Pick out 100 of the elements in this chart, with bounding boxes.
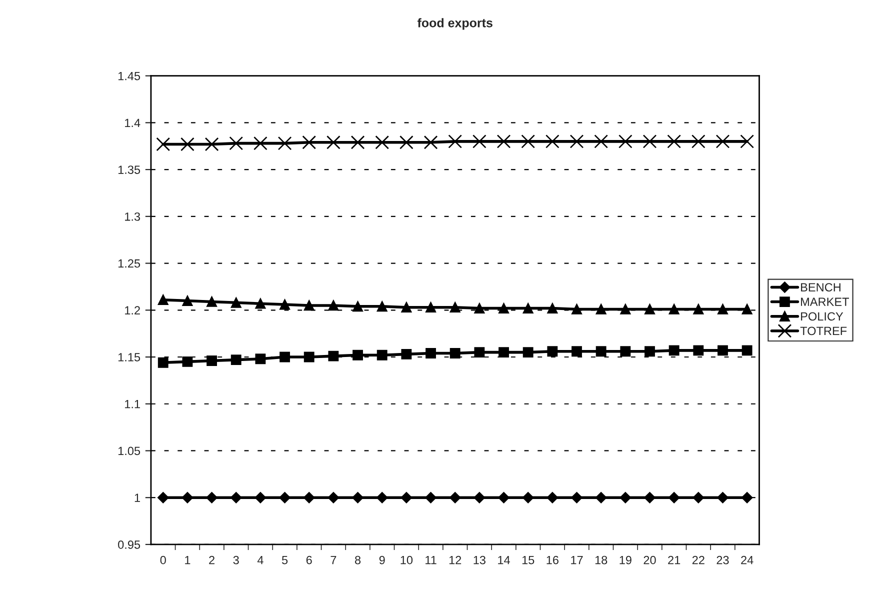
x-tick-label: 13: [474, 556, 486, 564]
point: [182, 492, 194, 504]
point: [182, 356, 193, 367]
point: [572, 346, 582, 357]
point: [280, 352, 290, 362]
point: [279, 492, 290, 504]
point: [620, 492, 632, 504]
x-tick-label: 19: [620, 556, 632, 564]
point: [158, 294, 168, 306]
point: [521, 134, 536, 148]
point: [474, 303, 485, 314]
chart-title: food exports: [417, 18, 492, 30]
point: [496, 134, 511, 148]
x-tick-label: 7: [330, 556, 336, 564]
point: [328, 300, 339, 311]
point: [644, 492, 656, 504]
legend-label: POLICY: [801, 312, 844, 321]
point: [376, 301, 388, 312]
point: [180, 137, 194, 152]
point: [498, 303, 509, 314]
x-tick-label: 24: [741, 556, 754, 564]
point: [570, 134, 584, 148]
point: [375, 135, 390, 150]
point: [594, 134, 608, 148]
point: [691, 134, 706, 148]
y-tick-label: 1.25: [118, 259, 140, 268]
point: [644, 304, 655, 314]
point: [280, 299, 290, 310]
point: [156, 137, 170, 152]
y-tick-label: 1.45: [118, 72, 140, 80]
point: [328, 350, 339, 362]
x-tick-label: 9: [379, 556, 385, 564]
point: [255, 298, 266, 309]
point: [741, 492, 753, 504]
y-tick-label: 1.4: [125, 118, 140, 127]
y-tick-label: 1.35: [118, 166, 140, 174]
y-tick-label: 0.95: [118, 540, 140, 549]
x-tick-label: 22: [692, 556, 704, 564]
point: [352, 492, 364, 504]
point: [326, 135, 340, 150]
point: [376, 350, 388, 360]
point: [667, 134, 682, 148]
point: [304, 352, 314, 362]
point: [522, 492, 534, 504]
point: [596, 346, 606, 357]
point: [425, 492, 436, 504]
point: [426, 348, 436, 358]
point: [620, 304, 631, 314]
x-tick-label: 10: [400, 556, 413, 564]
point: [644, 346, 655, 357]
legend-label: BENCH: [801, 283, 840, 292]
point: [498, 347, 509, 358]
point: [692, 492, 704, 504]
point: [230, 492, 242, 504]
point: [229, 136, 244, 150]
point: [742, 304, 752, 314]
point: [571, 492, 582, 504]
point: [230, 297, 242, 308]
point: [230, 354, 242, 366]
x-tick-label: 21: [668, 556, 680, 564]
point: [302, 135, 316, 150]
point: [474, 492, 486, 504]
point: [350, 135, 365, 150]
point: [546, 492, 558, 504]
x-tick-label: 15: [522, 556, 534, 564]
point: [304, 300, 314, 311]
x-tick-label: 17: [571, 556, 583, 564]
point: [304, 492, 315, 504]
point: [547, 346, 558, 357]
x-tick-label: 5: [282, 556, 288, 564]
point: [352, 350, 363, 360]
point: [401, 302, 412, 313]
point: [740, 134, 754, 148]
point: [449, 492, 461, 504]
point: [474, 347, 485, 358]
x-tick-label: 0: [160, 556, 166, 564]
point: [642, 134, 657, 148]
point: [522, 347, 534, 358]
x-tick-label: 4: [257, 556, 264, 564]
point: [450, 348, 460, 358]
point: [399, 135, 414, 150]
point: [718, 304, 728, 314]
point: [472, 134, 486, 148]
point: [596, 304, 606, 314]
point: [620, 346, 631, 357]
point: [158, 492, 169, 504]
x-tick-label: 2: [209, 556, 214, 564]
point: [401, 348, 412, 360]
point: [742, 345, 752, 356]
point: [522, 303, 534, 314]
point: [693, 304, 704, 314]
y-tick-label: 1.05: [118, 446, 140, 456]
point: [255, 354, 266, 364]
x-tick-label: 14: [498, 556, 510, 564]
point: [376, 492, 388, 504]
point: [618, 134, 632, 148]
point: [448, 134, 462, 148]
point: [182, 296, 193, 306]
point: [278, 136, 292, 150]
x-tick-label: 1: [185, 556, 190, 564]
